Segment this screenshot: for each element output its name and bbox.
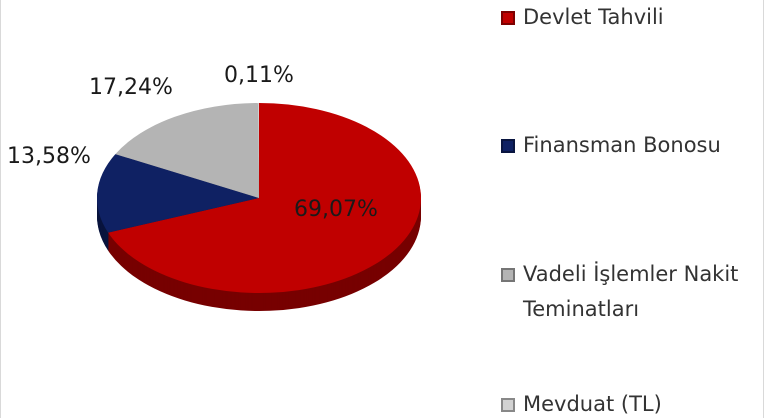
data-label: 13,58% [7, 144, 91, 169]
legend-swatch [501, 398, 515, 412]
slice [115, 103, 259, 198]
legend-item: Vadeli İşlemler Nakit Teminatları [501, 257, 763, 327]
data-label: 69,07% [294, 197, 378, 222]
legend-label: Mevduat (TL) [523, 392, 662, 416]
slice [257, 103, 259, 198]
legend-swatch [501, 139, 515, 153]
legend-label: Devlet Tahvili [523, 5, 664, 29]
data-label: 0,11% [224, 63, 294, 88]
legend-swatch [501, 268, 515, 282]
legend-swatch [501, 11, 515, 25]
legend-item: Devlet Tahvili [501, 0, 763, 35]
legend-item: Finansman Bonosu [501, 128, 763, 163]
slice [108, 103, 422, 294]
slice [96, 154, 259, 233]
legend-label: Vadeli İşlemler Nakit Teminatları [523, 262, 739, 321]
pie-area: 69,07% 13,58% 17,24% 0,11% [7, 63, 422, 311]
legend-label: Finansman Bonosu [523, 133, 721, 157]
data-label: 17,24% [89, 75, 173, 100]
legend-item: Mevduat (TL) [501, 387, 763, 418]
